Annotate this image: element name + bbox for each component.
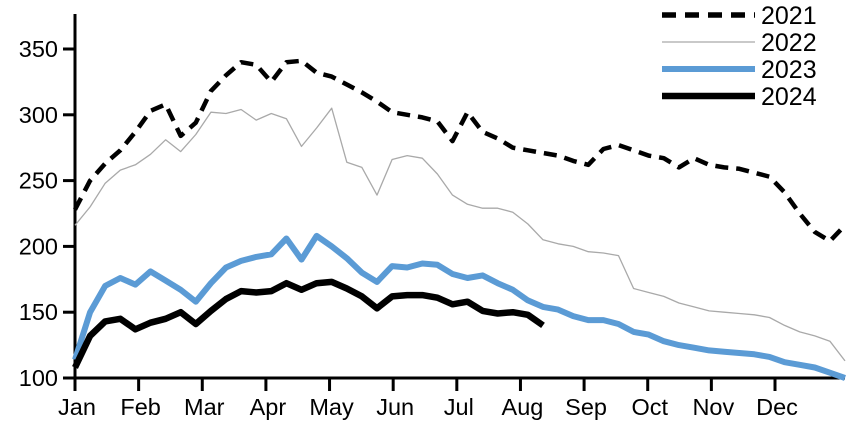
legend-item-2021: 2021	[662, 2, 817, 30]
y-tick-label: 100	[19, 365, 58, 391]
x-tick-label: Nov	[692, 394, 734, 420]
legend-item-2023: 2023	[662, 56, 817, 84]
legend-label-2022: 2022	[761, 29, 817, 57]
y-tick-label: 150	[19, 299, 58, 325]
series-2022-line	[74, 107, 846, 362]
y-tick-label: 250	[19, 168, 58, 194]
x-tick-label: Jun	[376, 394, 414, 420]
x-tick-label: Jul	[444, 394, 474, 420]
x-tick-label: Feb	[120, 394, 161, 420]
legend-item-2024: 2024	[662, 83, 817, 111]
x-tick-label: Mar	[184, 394, 225, 420]
x-tick-label: May	[309, 394, 354, 420]
series-2021-line	[73, 58, 847, 244]
y-tick-label: 300	[19, 102, 58, 128]
x-tick-label: Jan	[58, 394, 96, 420]
x-tick-label: Sep	[565, 394, 607, 420]
series-2024-line	[72, 278, 545, 369]
series-2023-line	[72, 232, 846, 381]
x-tick-label: Oct	[631, 394, 668, 420]
legend-label-2021: 2021	[761, 2, 817, 30]
y-tick-label: 200	[19, 233, 58, 259]
x-tick-label: Apr	[250, 394, 287, 420]
x-tick-label: Aug	[502, 394, 544, 420]
legend-label-2024: 2024	[761, 83, 817, 111]
y-tick-label: 350	[19, 36, 58, 62]
legend-item-2022: 2022	[662, 29, 817, 57]
x-tick-label: Dec	[756, 394, 798, 420]
legend-label-2023: 2023	[761, 56, 817, 84]
